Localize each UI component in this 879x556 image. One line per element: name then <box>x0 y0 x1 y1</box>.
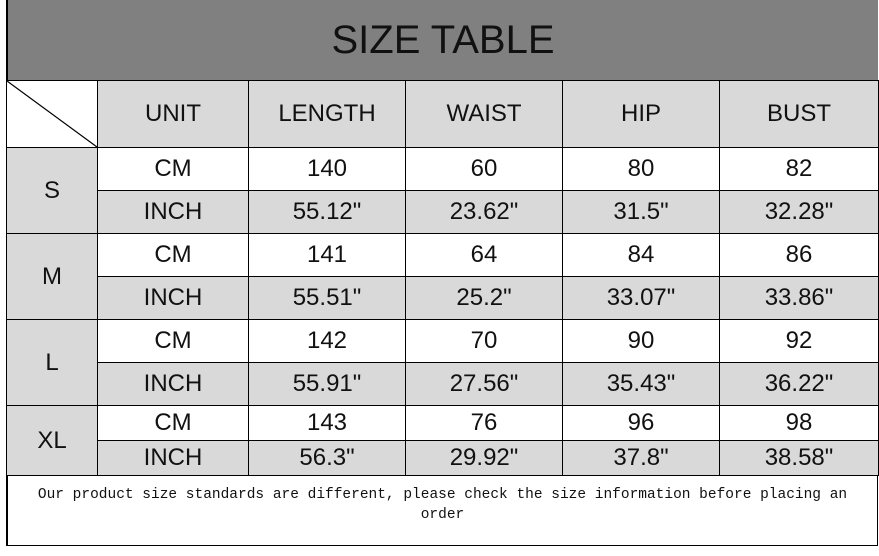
value-cell: 140 <box>248 147 406 191</box>
header-unit: UNIT <box>97 80 249 148</box>
value-cell: 27.56" <box>405 362 563 406</box>
unit-cell: INCH <box>97 362 249 406</box>
header-hip: HIP <box>562 80 720 148</box>
value-cell: 55.12" <box>248 190 406 234</box>
value-cell: 55.91" <box>248 362 406 406</box>
size-label: S <box>6 147 98 234</box>
value-cell: 33.07" <box>562 276 720 320</box>
table-row: INCH 55.12" 23.62" 31.5" 32.28" <box>7 190 879 234</box>
value-cell: 33.86" <box>719 276 879 320</box>
size-label: L <box>6 319 98 406</box>
unit-cell: CM <box>97 233 249 277</box>
value-cell: 55.51" <box>248 276 406 320</box>
value-cell: 32.28" <box>719 190 879 234</box>
table-row: XL CM 143 76 96 98 <box>6 405 879 476</box>
value-cell: 84 <box>562 233 720 277</box>
unit-cell: CM <box>97 405 249 441</box>
unit-cell: INCH <box>97 440 249 476</box>
value-cell: 76 <box>405 405 563 441</box>
size-table: UNIT LENGTH WAIST HIP BUST S CM 140 60 80 82 I… <box>6 80 879 476</box>
value-cell: 36.22" <box>719 362 879 406</box>
value-cell: 56.3" <box>248 440 406 476</box>
header-waist: WAIST <box>405 80 563 148</box>
table-row: INCH 56.3" 29.92" 37.8" 38.58" <box>7 440 879 476</box>
value-cell: 80 <box>562 147 720 191</box>
table-row: S CM 140 60 80 82 <box>6 147 879 234</box>
value-cell: 29.92" <box>405 440 563 476</box>
size-label: M <box>6 233 98 320</box>
size-note: Our product size standards are different… <box>6 476 878 546</box>
table-title: SIZE TABLE <box>6 0 878 80</box>
value-cell: 25.2" <box>405 276 563 320</box>
value-cell: 82 <box>719 147 879 191</box>
unit-cell: INCH <box>97 276 249 320</box>
value-cell: 70 <box>405 319 563 363</box>
table-row: INCH 55.51" 25.2" 33.07" 33.86" <box>7 276 879 320</box>
value-cell: 96 <box>562 405 720 441</box>
unit-cell: CM <box>97 147 249 191</box>
value-cell: 141 <box>248 233 406 277</box>
value-cell: 23.62" <box>405 190 563 234</box>
value-cell: 37.8" <box>562 440 720 476</box>
value-cell: 86 <box>719 233 879 277</box>
value-cell: 90 <box>562 319 720 363</box>
value-cell: 98 <box>719 405 879 441</box>
header-row: UNIT LENGTH WAIST HIP BUST <box>6 80 879 148</box>
corner-cell <box>6 80 98 148</box>
value-cell: 142 <box>248 319 406 363</box>
header-bust: BUST <box>719 80 879 148</box>
unit-cell: INCH <box>97 190 249 234</box>
size-label: XL <box>6 405 98 476</box>
value-cell: 31.5" <box>562 190 720 234</box>
table-row: INCH 55.91" 27.56" 35.43" 36.22" <box>7 362 879 406</box>
value-cell: 38.58" <box>719 440 879 476</box>
value-cell: 143 <box>248 405 406 441</box>
table-row: L CM 142 70 90 92 <box>6 319 879 406</box>
value-cell: 64 <box>405 233 563 277</box>
table-row: M CM 141 64 84 86 <box>6 233 879 320</box>
value-cell: 35.43" <box>562 362 720 406</box>
value-cell: 60 <box>405 147 563 191</box>
value-cell: 92 <box>719 319 879 363</box>
header-length: LENGTH <box>248 80 406 148</box>
unit-cell: CM <box>97 319 249 363</box>
